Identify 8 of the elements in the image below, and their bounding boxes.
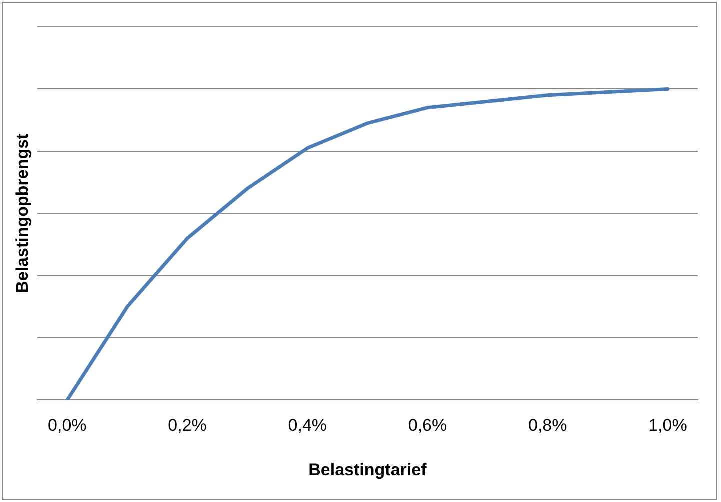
y-axis-title: Belastingopbrengst <box>12 133 32 294</box>
x-tick-label: 1,0% <box>648 416 688 436</box>
x-tick-label: 0,2% <box>168 416 207 436</box>
x-tick-label: 0,8% <box>528 416 568 436</box>
x-tick-label: 0,0% <box>48 416 87 436</box>
x-axis-title: Belastingtarief <box>308 460 428 480</box>
x-tick-label: 0,4% <box>288 416 328 436</box>
x-tick-label: 0,6% <box>408 416 448 436</box>
